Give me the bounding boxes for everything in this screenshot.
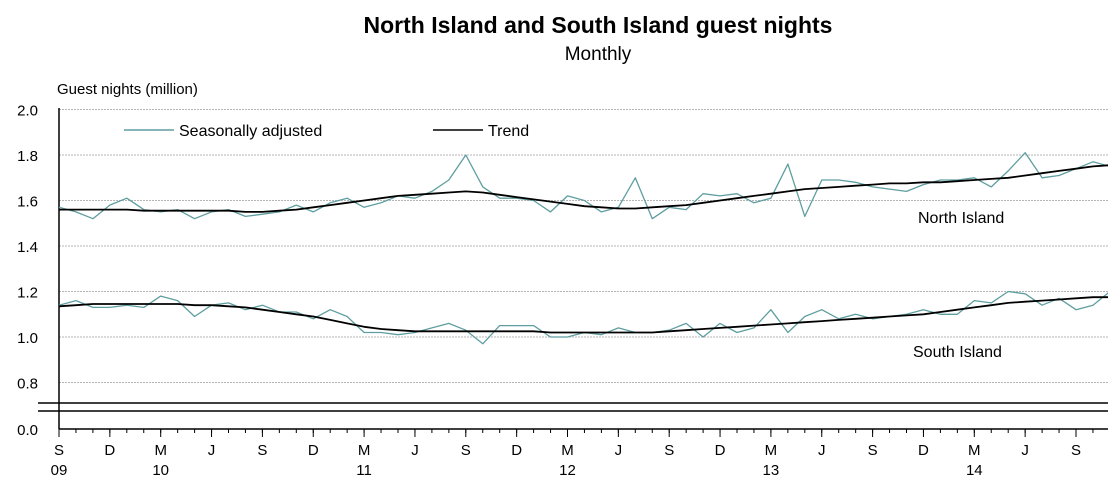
y-axis-label: Guest nights (million) (57, 81, 198, 98)
x-tick-year-label: 09 (51, 462, 68, 479)
legend-label-trend: Trend (488, 123, 529, 140)
legend: Seasonally adjusted Trend (124, 123, 529, 140)
north-island-seasonally-adjusted-line (58, 152, 1108, 220)
legend-label-seasonally-adjusted: Seasonally adjusted (179, 123, 322, 140)
x-tick-month-label: S (461, 442, 471, 459)
x-tick-month-label: J (208, 442, 216, 459)
x-tick-year-label: 12 (559, 462, 576, 479)
x-tick-year-label: 11 (356, 462, 372, 479)
y-tick-label: 1.6 (17, 194, 38, 211)
x-tick-month-label: J (818, 442, 826, 459)
y-tick-label: 0.8 (17, 376, 38, 393)
x-tick-month-label: D (715, 442, 726, 459)
x-tick-month-label: D (308, 442, 319, 459)
y-tick-label: 1.4 (17, 239, 38, 256)
x-tick-year-label: 10 (152, 462, 169, 479)
x-tick-year-label: 13 (763, 462, 780, 479)
x-tick-month-label: S (257, 442, 267, 459)
x-tick-month-label: S (1071, 442, 1081, 459)
annotation-south-island: South Island (913, 344, 1002, 361)
north-island-trend-line (59, 164, 1108, 213)
annotation-north-island: North Island (918, 210, 1004, 227)
axes: 0.0 0.8 1.0 1.2 1.4 1.6 1.8 2.0 S 09 D M 10 J S D M 11 J S D… (17, 103, 1108, 479)
x-tick-year-label: 14 (966, 462, 983, 479)
y-tick-label: 2.0 (17, 103, 38, 120)
x-tick-month-label: M (154, 442, 167, 459)
x-tick-month-label: D (104, 442, 115, 459)
x-tick-month-label: M (968, 442, 981, 459)
x-tick-month-label: J (1021, 442, 1029, 459)
x-tick-month-label: J (615, 442, 623, 459)
y-tick-label: 0.0 (17, 422, 38, 439)
x-tick-month-label: D (511, 442, 522, 459)
x-tick-month-label: M (561, 442, 574, 459)
y-tick-label: 1.0 (17, 330, 38, 347)
x-tick-month-label: J (411, 442, 419, 459)
gridlines (59, 109, 1108, 383)
x-tick-month-label: M (358, 442, 371, 459)
x-tick-month-label: S (868, 442, 878, 459)
x-tick-month-label: S (54, 442, 64, 459)
series-lines (58, 152, 1108, 345)
x-tick-month-label: M (765, 442, 778, 459)
x-tick-month-label: S (664, 442, 674, 459)
south-island-seasonally-adjusted-line (58, 290, 1108, 345)
chart-title: North Island and South Island guest nigh… (363, 12, 833, 38)
chart-subtitle: Monthly (564, 44, 632, 65)
x-tick-month-label: D (918, 442, 929, 459)
y-tick-label: 1.2 (17, 285, 38, 302)
y-tick-label: 1.8 (17, 148, 38, 165)
south-island-trend-line (58, 296, 1108, 334)
